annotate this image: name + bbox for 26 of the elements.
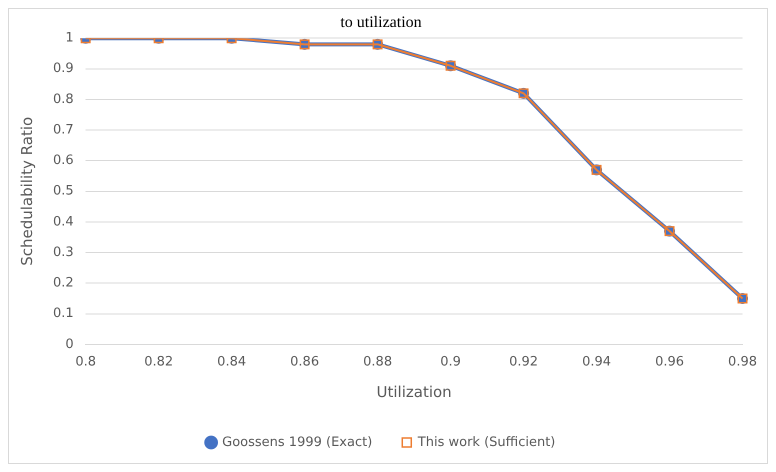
y-axis-title: Schedulability Ratio bbox=[18, 116, 36, 266]
x-tick-label: 0.98 bbox=[728, 354, 758, 370]
y-tick-label: 0.2 bbox=[52, 276, 74, 291]
y-tick-label: 0.4 bbox=[52, 214, 74, 230]
y-tick-label: 0.5 bbox=[52, 184, 74, 199]
x-tick-label: 0.92 bbox=[509, 354, 538, 370]
x-tick-label: 0.96 bbox=[655, 354, 684, 370]
y-tick-label: 0.7 bbox=[52, 122, 74, 138]
x-tick-label: 0.8 bbox=[75, 354, 96, 370]
x-tick-label: 0.82 bbox=[144, 354, 174, 370]
y-tick-label: 0.3 bbox=[52, 244, 74, 260]
y-tick-label: 0.9 bbox=[52, 61, 74, 76]
y-tick-label: 0.8 bbox=[52, 92, 74, 107]
x-tick-label: 0.9 bbox=[440, 354, 461, 370]
legend-label: Goossens 1999 (Exact) bbox=[222, 434, 372, 450]
legend-label: This work (Sufficient) bbox=[416, 434, 556, 450]
y-tick-label: 1 bbox=[65, 30, 74, 46]
y-tick-label: 0 bbox=[65, 336, 74, 352]
y-tick-label: 0.6 bbox=[52, 153, 74, 168]
x-tick-label: 0.84 bbox=[217, 354, 246, 370]
x-tick-label: 0.94 bbox=[582, 354, 612, 370]
y-tick-label: 0.1 bbox=[52, 306, 74, 322]
x-tick-label: 0.88 bbox=[363, 354, 392, 370]
chart-title: to utilization bbox=[340, 14, 422, 31]
x-axis-title: Utilization bbox=[376, 382, 452, 401]
x-tick-label: 0.86 bbox=[290, 354, 320, 370]
